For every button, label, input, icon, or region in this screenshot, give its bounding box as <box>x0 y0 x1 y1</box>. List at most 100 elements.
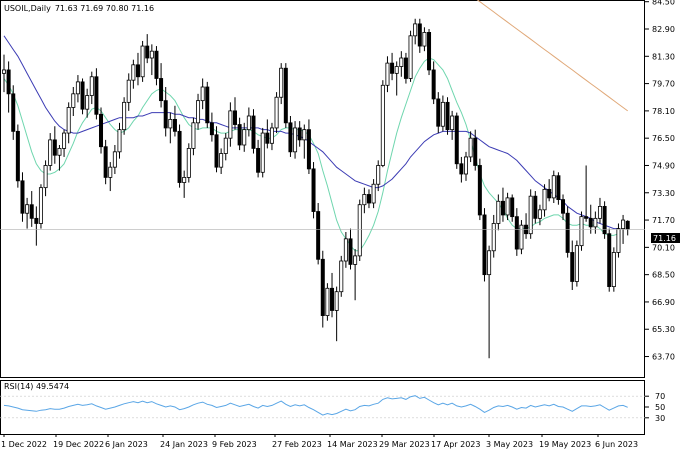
price-tick-label: 78.10 <box>652 107 675 116</box>
candle <box>579 211 584 251</box>
candle-body <box>214 134 219 168</box>
candle <box>112 145 117 174</box>
candle-body <box>519 224 524 250</box>
candle-body <box>597 206 602 219</box>
candle-body <box>15 130 20 182</box>
candle <box>450 110 455 140</box>
price-tick-label: 82.90 <box>652 25 675 34</box>
candle <box>524 213 529 239</box>
candle-body <box>450 115 455 131</box>
candle-body <box>616 228 621 253</box>
candle <box>34 206 39 246</box>
time-tick-label: 24 Jan 2023 <box>160 440 208 449</box>
candle-body <box>288 122 293 153</box>
candle <box>408 30 413 82</box>
candle-body <box>38 187 43 224</box>
candle-body <box>417 23 422 47</box>
candle <box>463 151 468 181</box>
candle-body <box>126 79 131 103</box>
candle <box>528 189 533 239</box>
candle <box>477 158 482 221</box>
candle <box>431 61 436 105</box>
candle <box>302 124 307 159</box>
last-price-badge: 71.16 <box>651 233 680 243</box>
candle <box>561 194 566 221</box>
candle <box>122 97 127 135</box>
candle-body <box>496 200 501 224</box>
candle <box>274 92 279 134</box>
candle <box>242 122 247 152</box>
candle-body <box>547 188 552 199</box>
candle-body <box>228 110 233 139</box>
candle <box>200 78 205 110</box>
candle <box>99 107 104 154</box>
candle <box>533 191 538 224</box>
candle-body <box>177 130 182 183</box>
candle <box>325 283 330 321</box>
candle-body <box>48 139 53 166</box>
candle-body <box>380 84 385 166</box>
candle-body <box>2 69 7 74</box>
candle-body <box>237 124 242 146</box>
candle-body <box>242 129 247 146</box>
moving-average-line-2 <box>3 35 619 230</box>
candle <box>103 139 108 185</box>
time-tick-label: 1 Dec 2022 <box>1 440 47 449</box>
candle-body <box>52 139 57 156</box>
candle-body <box>297 127 302 141</box>
candle <box>468 131 473 163</box>
time-tick-label: 6 Jan 2023 <box>105 440 148 449</box>
candle-body <box>154 50 159 79</box>
candle <box>297 121 302 147</box>
candle <box>80 78 85 115</box>
candle <box>172 105 177 137</box>
candle-body <box>394 66 399 74</box>
candle <box>29 191 34 227</box>
main-panel-frame <box>0 0 645 435</box>
candle <box>565 206 570 258</box>
candle <box>487 245 492 359</box>
candle <box>265 119 270 149</box>
candle <box>191 117 196 156</box>
candle-body <box>325 287 330 316</box>
candle-body <box>362 194 367 206</box>
candle-body <box>274 96 279 129</box>
candle <box>2 54 7 93</box>
candle <box>52 126 57 164</box>
candle-body <box>117 129 122 153</box>
candle <box>135 52 140 86</box>
candle <box>85 88 90 118</box>
candle-body <box>311 168 316 212</box>
candle <box>214 126 219 173</box>
candle-body <box>611 252 616 287</box>
candle <box>385 56 390 93</box>
candle <box>482 208 487 282</box>
candle <box>505 192 510 221</box>
candle-body <box>477 165 482 216</box>
candle <box>390 52 395 81</box>
candle-body <box>191 122 196 149</box>
price-tick-label: 68.50 <box>652 271 675 280</box>
candle-body <box>482 214 487 276</box>
candle-body <box>473 137 478 166</box>
candle <box>269 122 274 151</box>
candle <box>75 75 80 103</box>
candle-body <box>399 57 404 67</box>
candle-body <box>43 165 48 189</box>
candle-body <box>71 93 76 108</box>
candle <box>196 93 201 130</box>
moving-average-line-3 <box>476 0 628 112</box>
candle <box>57 145 62 171</box>
candle-body <box>537 209 542 219</box>
candle <box>25 197 30 229</box>
rsi-frame <box>0 380 645 435</box>
candle-body <box>122 101 127 131</box>
candle-body <box>256 148 261 173</box>
candle <box>413 18 418 45</box>
candle-body <box>131 64 136 81</box>
candle-body <box>172 119 177 132</box>
candle <box>551 170 556 203</box>
time-axis: 1 Dec 2022 19 Dec 2022 6 Jan 2023 24 Jan 20… <box>1 434 638 449</box>
candle <box>510 194 515 222</box>
candle <box>38 184 43 229</box>
